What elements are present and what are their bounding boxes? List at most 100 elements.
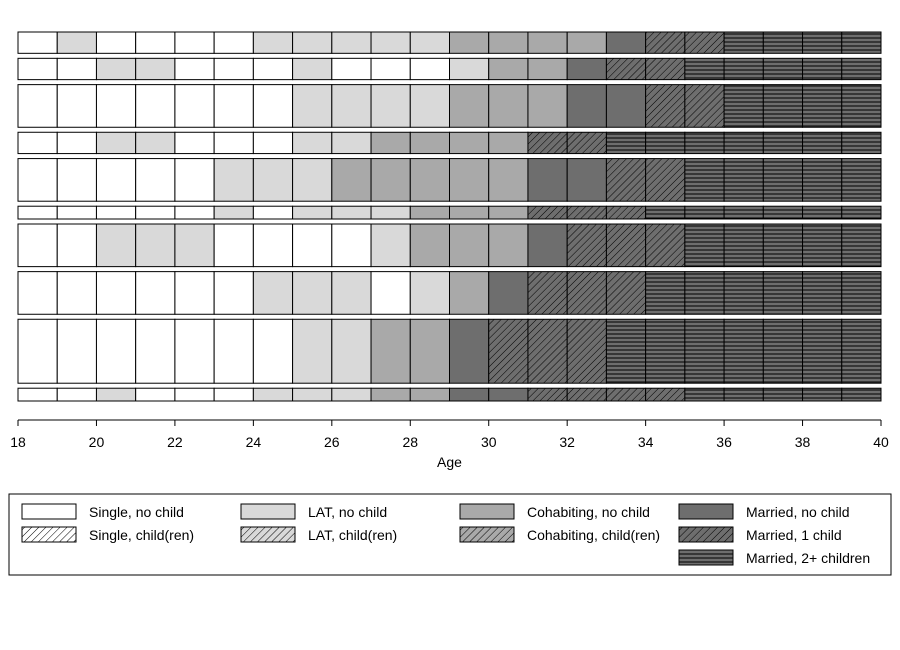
legend-box: [8, 493, 892, 576]
sequence-cell: [370, 84, 411, 128]
sequence-cell: [409, 158, 450, 202]
sequence-cell: [331, 84, 372, 128]
sequence-row: [17, 205, 882, 220]
sequence-cell: [95, 318, 137, 384]
x-tick-label: 30: [481, 434, 497, 450]
sequence-cell: [174, 205, 215, 220]
sequence-cell: [449, 387, 490, 402]
sequence-cell: [331, 271, 372, 315]
sequence-cell: [409, 84, 450, 128]
sequence-cell: [331, 158, 372, 202]
sequence-cell: [409, 205, 450, 220]
sequence-cell: [213, 158, 254, 202]
sequence-cell-pattern: [684, 319, 725, 384]
sequence-cell-pattern: [684, 158, 725, 202]
sequence-cell: [56, 31, 97, 54]
sequence-cell: [95, 31, 137, 54]
sequence-cell: [449, 84, 490, 128]
sequence-cell: [174, 31, 215, 54]
sequence-cell: [292, 31, 333, 54]
sequence-cell-pattern: [567, 319, 607, 384]
sequence-cell: [370, 205, 411, 220]
sequence-row: [17, 223, 882, 268]
legend-label: Cohabiting, no child: [527, 504, 650, 520]
sequence-cell-pattern: [645, 32, 685, 54]
legend-item: LAT, child(ren): [240, 526, 397, 543]
sequence-cell: [252, 271, 294, 315]
sequence-cell: [488, 158, 529, 202]
sequence-cell: [527, 158, 568, 202]
sequence-cell: [605, 84, 647, 128]
sequence-cell-pattern: [841, 271, 881, 315]
x-tick-label: 34: [638, 434, 654, 450]
sequence-cell: [174, 387, 215, 402]
sequence-cell: [331, 223, 372, 268]
sequence-cell-pattern: [841, 32, 881, 54]
legend-item: Single, no child: [21, 503, 184, 520]
sequence-cell: [56, 205, 97, 220]
sequence-cell: [370, 131, 411, 155]
sequence-cell: [17, 31, 58, 54]
sequence-cell: [56, 318, 97, 384]
sequence-cell: [135, 57, 176, 81]
sequence-cell: [252, 318, 294, 384]
sequence-row: [17, 387, 882, 402]
sequence-cell: [213, 57, 254, 81]
sequence-cell-pattern: [724, 319, 764, 384]
legend-swatch-pattern: [22, 527, 76, 542]
sequence-row: [17, 57, 882, 81]
sequence-row: [17, 158, 882, 202]
sequence-cell-pattern: [841, 206, 881, 219]
legend-item: Cohabiting, child(ren): [459, 526, 660, 543]
sequence-cell-pattern: [763, 132, 803, 154]
sequence-cell: [213, 223, 254, 268]
sequence-cell: [409, 271, 450, 315]
sequence-cell-pattern: [684, 84, 725, 128]
sequence-cell-pattern: [645, 206, 685, 219]
sequence-cell-pattern: [802, 224, 842, 267]
x-tick-label: 38: [795, 434, 811, 450]
sequence-cell: [56, 84, 97, 128]
sequence-cell-pattern: [724, 388, 764, 401]
sequence-cell: [252, 31, 294, 54]
sequence-cell: [331, 318, 372, 384]
x-tick-label: 22: [167, 434, 183, 450]
sequence-cell: [488, 271, 529, 315]
sequence-cell: [56, 57, 97, 81]
sequence-cell-pattern: [724, 224, 764, 267]
sequence-cell: [488, 57, 529, 81]
sequence-cell: [95, 223, 137, 268]
sequence-cell-pattern: [802, 32, 842, 54]
sequence-cell-pattern: [802, 319, 842, 384]
legend-item: Married, 2+ children: [678, 549, 870, 566]
sequence-cell: [449, 158, 490, 202]
sequence-cell: [331, 131, 372, 155]
sequence-cell: [409, 318, 450, 384]
sequence-cell: [95, 271, 137, 315]
sequence-cell: [95, 84, 137, 128]
sequence-cell: [370, 387, 411, 402]
sequence-cell: [370, 31, 411, 54]
sequence-cell: [449, 223, 490, 268]
sequence-cell-pattern: [802, 271, 842, 315]
sequence-cell: [17, 205, 58, 220]
sequence-cell-pattern: [567, 388, 607, 401]
legend-label: Cohabiting, child(ren): [527, 527, 660, 543]
sequence-cell-pattern: [684, 206, 725, 219]
legend-label: Married, no child: [746, 504, 850, 520]
sequence-cell: [174, 57, 215, 81]
sequence-cell-pattern: [802, 388, 842, 401]
sequence-cell-pattern: [645, 271, 685, 315]
sequence-cell: [56, 158, 97, 202]
sequence-cell-pattern: [763, 319, 803, 384]
sequence-cell-pattern: [802, 58, 842, 80]
legend-label: Single, child(ren): [89, 527, 194, 543]
sequence-cell: [566, 31, 607, 54]
sequence-cell: [527, 223, 568, 268]
legend-label: Married, 1 child: [746, 527, 842, 543]
sequence-cell: [213, 318, 254, 384]
sequence-cell: [252, 158, 294, 202]
sequence-cell: [409, 31, 450, 54]
sequence-cell: [331, 57, 372, 81]
